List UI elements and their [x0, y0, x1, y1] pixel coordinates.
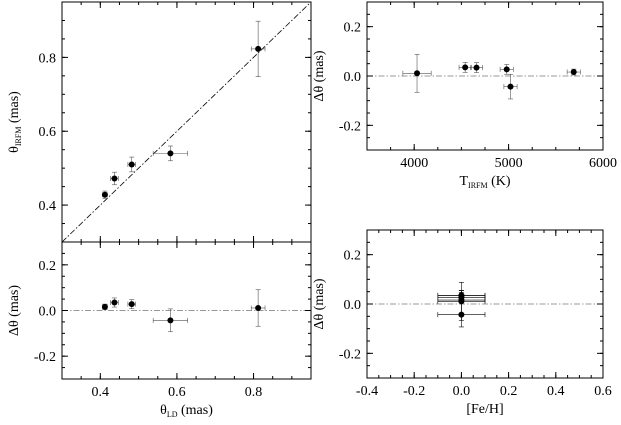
panel-theta_irfm_vs_theta_ld: 0.4 0.6 0.8 θIRFM (mas)	[7, 1, 312, 243]
data-point-0	[402, 53, 432, 93]
x-tick-label: 0.2	[500, 384, 518, 399]
data-point-3	[499, 64, 514, 75]
y-tick-label: 0.0	[344, 70, 362, 85]
data-point-4	[437, 290, 486, 301]
x-tick-label: -0.2	[403, 384, 425, 399]
x-tick-label: 4000	[400, 156, 428, 171]
point-marker	[507, 83, 514, 90]
data-point-4	[250, 289, 266, 327]
data-point-1	[110, 171, 119, 186]
y-tick-label: -0.2	[339, 347, 361, 362]
y-tick-label: 0.4	[39, 199, 57, 214]
y-axis-title: Δθ (mas)	[312, 50, 327, 101]
point-marker	[473, 64, 480, 71]
data-point-5	[437, 301, 486, 328]
x-axis-title: θLD (mas)	[160, 403, 213, 419]
data-point-3	[152, 308, 188, 333]
x-tick-label: 5000	[495, 156, 523, 171]
point-marker	[128, 301, 135, 308]
data-point-0	[101, 303, 108, 310]
x-tick-label: 0.4	[92, 385, 110, 400]
plot-frame	[366, 1, 604, 151]
data-point-2	[127, 156, 136, 173]
y-axis-title: Δθ (mas)	[7, 285, 22, 336]
point-marker	[167, 150, 174, 157]
data-point-4	[503, 73, 518, 100]
point-marker	[458, 311, 465, 318]
x-axis-title: [Fe/H]	[466, 402, 503, 417]
point-marker	[255, 45, 262, 52]
y-tick-label: 0.8	[39, 51, 57, 66]
x-tick-label: 0.4	[547, 384, 565, 399]
panel-delta_theta_vs_teff: 4000 5000 6000 -0.2 0.0 0.2 Δθ (mas) TIRFM (K)	[312, 1, 617, 190]
x-axis-title: TIRFM (K)	[459, 174, 510, 190]
point-marker	[458, 292, 465, 299]
data-point-3	[152, 145, 188, 162]
plot-frame	[61, 241, 312, 380]
one-to-one-line	[62, 2, 311, 242]
plot-frame	[366, 229, 604, 379]
y-axis-title: Δθ (mas)	[312, 278, 327, 329]
panel-delta_theta_vs_feh: -0.4 -0.2 0.0 0.2 0.4 0.6 -0.2 0.0 0.2 Δθ (mas) [F…	[312, 229, 612, 417]
y-tick-label: 0.2	[344, 21, 362, 36]
x-tick-label: -0.4	[356, 384, 378, 399]
x-tick-label: 0.6	[594, 384, 612, 399]
x-tick-label: 0.6	[168, 385, 186, 400]
y-tick-label: 0.2	[344, 249, 362, 264]
point-marker	[111, 175, 118, 182]
data-point-5	[566, 68, 581, 76]
y-tick-label: 0.2	[39, 259, 57, 274]
x-tick-label: 0.0	[453, 384, 471, 399]
y-tick-label: -0.2	[34, 350, 56, 365]
point-marker	[101, 191, 108, 198]
x-tick-label: 6000	[589, 156, 617, 171]
point-marker	[111, 299, 118, 306]
y-tick-label: 0.0	[344, 298, 362, 313]
point-marker	[570, 69, 577, 76]
point-marker	[255, 304, 262, 311]
y-tick-label: 0.0	[39, 305, 57, 320]
x-tick-label: 0.8	[245, 385, 263, 400]
data-point-2	[470, 62, 483, 73]
point-marker	[414, 70, 421, 77]
data-point-2	[127, 299, 136, 309]
data-point-0	[101, 190, 108, 199]
panel-delta_theta_vs_theta_ld: 0.4 0.6 0.8 -0.2 0.0 0.2 Δθ (mas) θLD (mas)	[7, 241, 312, 419]
data-point-1	[458, 62, 472, 73]
data-point-4	[250, 20, 266, 77]
point-marker	[503, 66, 510, 73]
point-marker	[101, 303, 108, 310]
y-tick-label: 0.6	[39, 125, 57, 140]
point-marker	[462, 64, 469, 71]
point-marker	[128, 161, 135, 168]
point-marker	[167, 317, 174, 324]
y-axis-title: θIRFM (mas)	[7, 91, 23, 153]
data-point-1	[110, 297, 119, 308]
y-tick-label: -0.2	[339, 119, 361, 134]
